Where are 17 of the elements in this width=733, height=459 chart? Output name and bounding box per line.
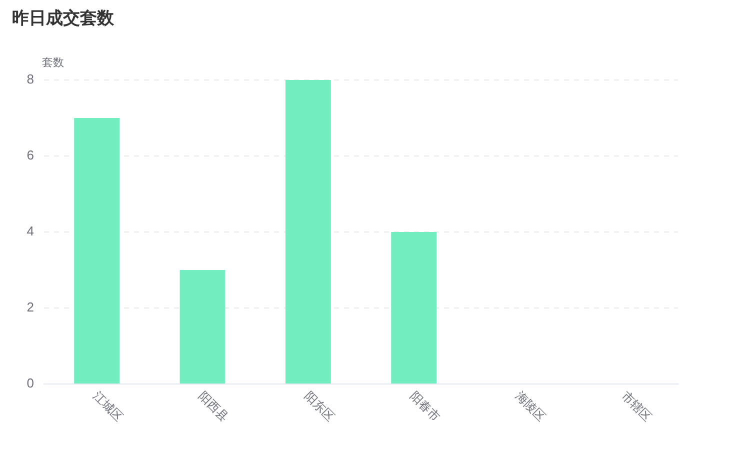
x-tick-label: 市辖区 (618, 388, 654, 424)
x-tick-label: 海陵区 (513, 388, 548, 424)
x-tick-label: 阳西县 (196, 388, 232, 424)
x-tick-label: 阳东区 (302, 388, 338, 424)
x-tick-label: 江城区 (90, 388, 126, 424)
chart-title: 昨日成交套数 (12, 8, 115, 28)
bar (391, 232, 437, 384)
y-tick-label: 0 (26, 376, 34, 391)
y-axis-title: 套数 (42, 57, 64, 70)
bar (74, 118, 120, 384)
y-tick-label: 8 (26, 72, 34, 87)
bar (180, 270, 226, 384)
x-tick-label: 阳春市 (407, 388, 443, 424)
y-tick-label: 4 (26, 224, 34, 239)
y-tick-label: 6 (26, 148, 34, 163)
bar (285, 80, 331, 384)
y-tick-label: 2 (26, 300, 34, 315)
